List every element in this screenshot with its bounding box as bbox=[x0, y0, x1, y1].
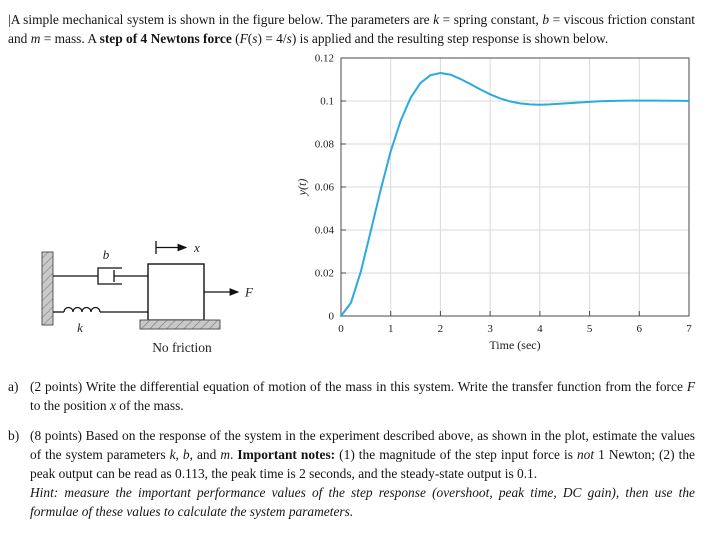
mass-block bbox=[147, 263, 205, 321]
damper bbox=[53, 267, 148, 285]
force-label: F bbox=[244, 285, 254, 300]
mechanical-diagram-svg: b k bbox=[41, 240, 254, 355]
x-tick-label: 7 bbox=[686, 323, 692, 335]
spring-label: k bbox=[77, 320, 83, 335]
question-b: b) (8 points) Based on the response of t… bbox=[8, 426, 695, 521]
x-tick-label: 1 bbox=[388, 323, 394, 335]
question-b-hint: Hint: measure the important performance … bbox=[30, 485, 695, 520]
y-axis-label: y(t) bbox=[295, 179, 309, 197]
no-friction-caption: No friction bbox=[152, 340, 212, 355]
x-coordinate-label: x bbox=[193, 240, 200, 255]
damper-label: b bbox=[103, 247, 110, 262]
step-response-plot: 0 1 2 3 4 5 6 7 0 0.02 0.04 0.06 0.08 0.1 0.12 Time (se… bbox=[293, 50, 703, 365]
x-coordinate-arrow bbox=[155, 241, 188, 255]
spring bbox=[53, 306, 148, 313]
y-tick-label: 0 bbox=[329, 311, 335, 323]
y-tick-label: 0.12 bbox=[315, 53, 334, 65]
wall bbox=[41, 251, 54, 326]
questions-section: a) (2 points) Write the differential equ… bbox=[8, 377, 695, 521]
intro-paragraph: |A simple mechanical system is shown in … bbox=[8, 10, 695, 48]
x-tick-label: 0 bbox=[338, 323, 344, 335]
x-axis-label: Time (sec) bbox=[489, 338, 540, 352]
margin-marker: | bbox=[8, 12, 11, 27]
problem-page: |A simple mechanical system is shown in … bbox=[8, 10, 695, 521]
question-a: a) (2 points) Write the differential equ… bbox=[8, 377, 695, 415]
response-curve bbox=[340, 72, 690, 318]
y-tick-label: 0.06 bbox=[315, 182, 335, 194]
y-tick-label: 0.08 bbox=[315, 139, 335, 151]
question-a-text: (2 points) Write the differential equati… bbox=[30, 379, 695, 414]
mechanical-diagram: b k bbox=[36, 230, 271, 365]
x-tick-label: 4 bbox=[537, 323, 543, 335]
figure: b k bbox=[8, 50, 695, 365]
question-a-label: a) bbox=[8, 379, 19, 395]
question-b-label: b) bbox=[8, 428, 20, 444]
x-tick-label: 3 bbox=[487, 323, 493, 335]
y-tick-label: 0.04 bbox=[315, 225, 335, 237]
ground bbox=[139, 319, 221, 330]
y-tick-label: 0.1 bbox=[320, 96, 334, 108]
x-tick-label: 2 bbox=[438, 323, 444, 335]
x-tick-label: 6 bbox=[637, 323, 643, 335]
x-tick-label: 5 bbox=[587, 323, 593, 335]
intro-text: A simple mechanical system is shown in t… bbox=[8, 12, 695, 47]
question-b-text: (8 points) Based on the response of the … bbox=[30, 428, 695, 482]
question-b-body: (8 points) Based on the response of the … bbox=[30, 426, 695, 521]
y-tick-label: 0.02 bbox=[315, 268, 334, 280]
step-response-chart-svg: 0 1 2 3 4 5 6 7 0 0.02 0.04 0.06 0.08 0.1 0.12 Time (se… bbox=[295, 53, 692, 353]
